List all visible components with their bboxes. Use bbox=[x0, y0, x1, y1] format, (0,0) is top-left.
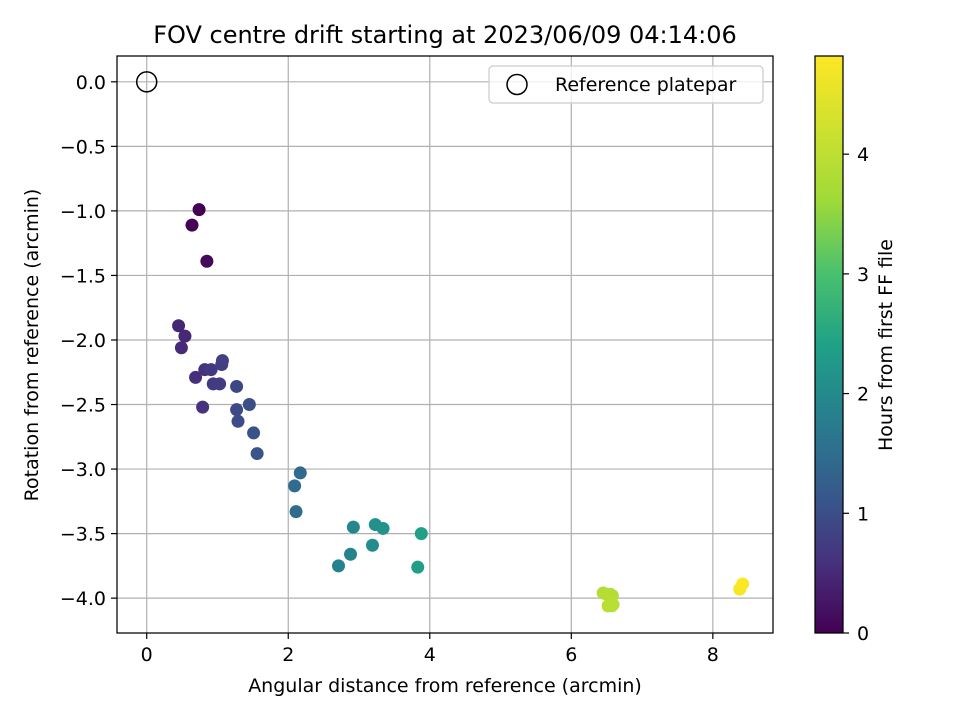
colorbar: 0 1 2 3 4 Hours from first FF file bbox=[814, 55, 897, 645]
legend: Reference platepar bbox=[488, 65, 764, 104]
data-points bbox=[172, 203, 750, 613]
colorbar-tick-label: 4 bbox=[857, 144, 869, 166]
data-point bbox=[736, 577, 750, 591]
x-tick-label: 2 bbox=[282, 644, 294, 666]
data-point bbox=[288, 479, 302, 493]
x-tick-label: 0 bbox=[141, 644, 153, 666]
data-point bbox=[192, 203, 206, 217]
y-axis-ticks: 0.0 −0.5 −1.0 −1.5 −2.0 −2.5 −3.0 −3.5 −4.0 bbox=[60, 72, 117, 610]
data-point bbox=[344, 547, 358, 561]
plot-area: 0 2 4 6 8 0.0 −0.5 −1.0 −1.5 −2.0 −2.5 −3.0 −3.5 −4.… bbox=[60, 55, 774, 666]
y-tick-label: −1.5 bbox=[60, 265, 106, 287]
y-tick-label: −2.0 bbox=[60, 330, 106, 352]
data-point bbox=[365, 538, 379, 552]
colorbar-gradient bbox=[814, 55, 844, 634]
data-point bbox=[231, 414, 245, 428]
data-point bbox=[230, 403, 244, 417]
data-point bbox=[247, 426, 261, 440]
colorbar-ticks: 0 1 2 3 4 bbox=[843, 144, 869, 645]
reference-point-marker bbox=[135, 71, 158, 93]
x-tick-label: 4 bbox=[424, 644, 436, 666]
y-axis-label: Rotation from reference (arcmin) bbox=[21, 189, 43, 502]
grid bbox=[117, 56, 773, 633]
data-point bbox=[174, 341, 188, 355]
colorbar-tick-label: 0 bbox=[857, 623, 869, 645]
colorbar-tick-label: 2 bbox=[857, 384, 869, 406]
data-point bbox=[189, 370, 203, 384]
data-point bbox=[411, 560, 425, 574]
data-point bbox=[289, 505, 303, 519]
data-point bbox=[346, 520, 360, 534]
data-point bbox=[331, 559, 345, 573]
data-point bbox=[213, 377, 227, 391]
legend-box bbox=[488, 65, 764, 104]
data-point bbox=[242, 398, 256, 412]
data-point bbox=[215, 354, 229, 368]
data-point bbox=[250, 447, 264, 461]
colorbar-tick-label: 1 bbox=[857, 503, 869, 525]
data-point bbox=[204, 363, 218, 377]
y-tick-label: 0.0 bbox=[76, 72, 106, 94]
x-axis-ticks: 0 2 4 6 8 bbox=[141, 633, 719, 666]
data-point bbox=[185, 218, 199, 232]
legend-entry-reference-platepar: Reference platepar bbox=[555, 74, 737, 96]
colorbar-tick-label: 3 bbox=[857, 264, 869, 286]
legend-marker-reference bbox=[506, 73, 528, 96]
data-point bbox=[606, 598, 620, 612]
y-tick-label: −0.5 bbox=[60, 136, 106, 158]
y-tick-label: −3.5 bbox=[60, 524, 106, 546]
data-point bbox=[293, 466, 307, 480]
y-tick-label: −1.0 bbox=[60, 201, 106, 223]
y-tick-label: −4.0 bbox=[60, 588, 106, 610]
x-tick-label: 6 bbox=[565, 644, 577, 666]
data-point bbox=[414, 527, 428, 541]
x-axis-label: Angular distance from reference (arcmin) bbox=[248, 675, 642, 697]
colorbar-label: Hours from first FF file bbox=[875, 239, 897, 451]
plot-frame bbox=[116, 55, 774, 634]
data-point bbox=[200, 254, 214, 268]
data-point bbox=[230, 379, 244, 393]
data-point bbox=[376, 521, 390, 535]
y-tick-label: −2.5 bbox=[60, 395, 106, 417]
x-tick-label: 8 bbox=[707, 644, 719, 666]
data-point bbox=[172, 319, 186, 333]
data-point bbox=[178, 329, 192, 343]
data-point bbox=[196, 400, 210, 414]
y-tick-label: −3.0 bbox=[60, 459, 106, 481]
chart-title: FOV centre drift starting at 2023/06/09 … bbox=[153, 21, 737, 49]
